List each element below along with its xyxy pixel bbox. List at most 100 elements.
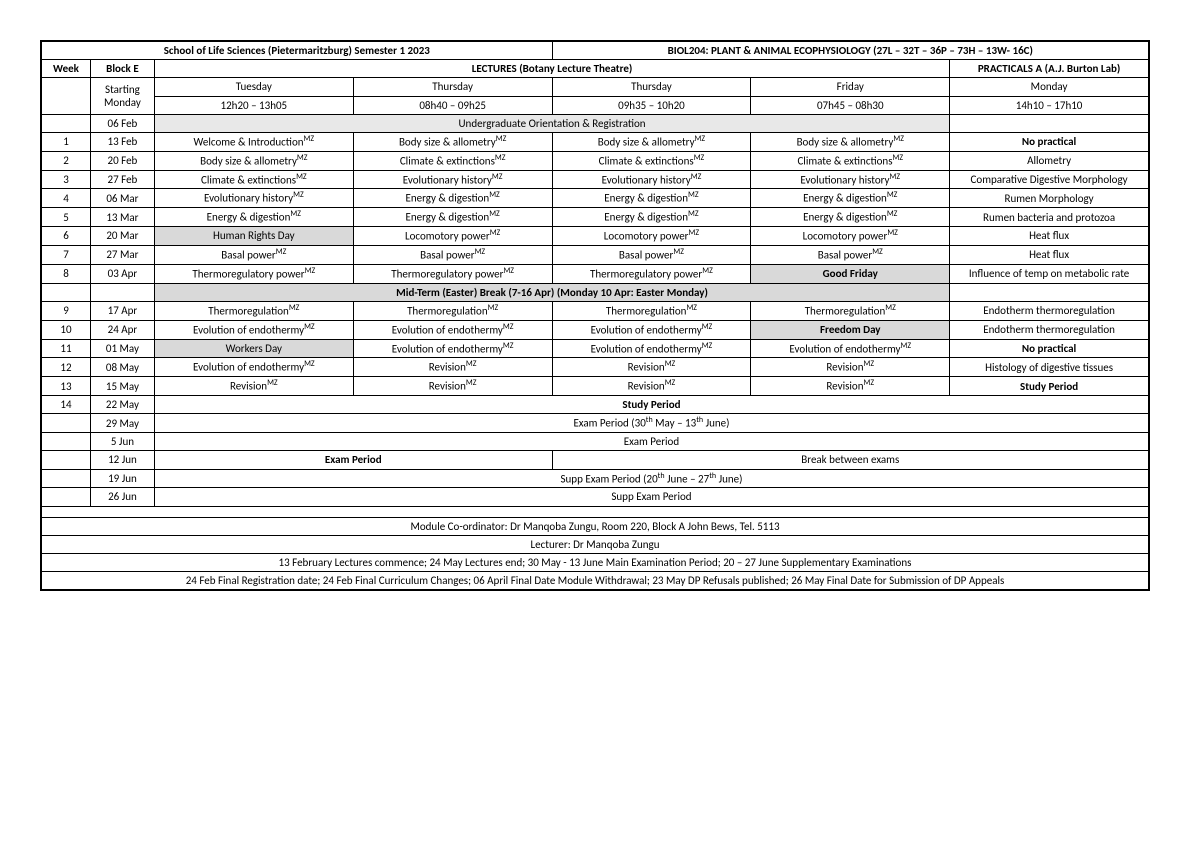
- day-thu2: Thursday: [552, 78, 751, 96]
- lecture-cell: Body size & allometryMZ: [154, 151, 353, 170]
- blank-week: [41, 78, 90, 114]
- practical-cell: Study Period: [950, 377, 1149, 396]
- lecture-cell: Evolution of endothermyMZ: [353, 339, 552, 358]
- break-between: Break between exams: [552, 451, 1149, 469]
- date-cell: 08 May: [90, 358, 154, 377]
- table-row: 220 FebBody size & allometryMZClimate & …: [41, 151, 1149, 170]
- lecture-cell: Basal powerMZ: [751, 246, 950, 265]
- practical-cell: Rumen Morphology: [950, 189, 1149, 208]
- practical-cell: Comparative Digestive Morphology: [950, 170, 1149, 189]
- lecture-cell: Body size & allometryMZ: [751, 132, 950, 151]
- lectures-label: LECTURES (Botany Lecture Theatre): [154, 60, 949, 78]
- footer-text: Module Co-ordinator: Dr Manqoba Zungu, R…: [41, 517, 1149, 535]
- week-num: 9: [41, 301, 90, 320]
- lecture-cell: ThermoregulationMZ: [552, 301, 751, 320]
- lecture-cell: Evolution of endothermyMZ: [154, 358, 353, 377]
- week-num: 7: [41, 246, 90, 265]
- lecture-cell: RevisionMZ: [751, 377, 950, 396]
- week-num: 2: [41, 151, 90, 170]
- date-cell: 5 Jun: [90, 433, 154, 451]
- date-cell: 20 Feb: [90, 151, 154, 170]
- table-row: 803 AprThermoregulatory powerMZThermoreg…: [41, 264, 1149, 283]
- day-thu1: Thursday: [353, 78, 552, 96]
- lecture-cell: Locomotory powerMZ: [552, 227, 751, 246]
- lecture-cell: RevisionMZ: [353, 358, 552, 377]
- date-cell: 15 May: [90, 377, 154, 396]
- week-num: 10: [41, 320, 90, 339]
- table-row: 513 MarEnergy & digestionMZEnergy & dige…: [41, 208, 1149, 227]
- day-fri: Friday: [751, 78, 950, 96]
- practical-cell: Allometry: [950, 151, 1149, 170]
- row-12jun: 12 Jun Exam Period Break between exams: [41, 451, 1149, 469]
- timetable: School of Life Sciences (Pietermaritzbur…: [40, 40, 1150, 591]
- lecture-cell: Evolution of endothermyMZ: [154, 320, 353, 339]
- lecture-cell: Evolution of endothermyMZ: [552, 320, 751, 339]
- break-span: Mid-Term (Easter) Break (7-16 Apr) (Mond…: [154, 283, 949, 301]
- practical-cell: Influence of temp on metabolic rate: [950, 264, 1149, 283]
- time-tue: 12h20 – 13h05: [154, 96, 353, 114]
- practicals-label: PRACTICALS A (A.J. Burton Lab): [950, 60, 1149, 78]
- table-row: 1101 MayWorkers DayEvolution of endother…: [41, 339, 1149, 358]
- lecture-cell: RevisionMZ: [552, 358, 751, 377]
- date-cell: 22 May: [90, 396, 154, 414]
- date-cell: 06 Mar: [90, 189, 154, 208]
- week-num: 3: [41, 170, 90, 189]
- lecture-cell: ThermoregulationMZ: [751, 301, 950, 320]
- lecture-cell: Freedom Day: [751, 320, 950, 339]
- date-cell: 03 Apr: [90, 264, 154, 283]
- lecture-cell: Evolution of endothermyMZ: [552, 339, 751, 358]
- practical-cell: Heat flux: [950, 227, 1149, 246]
- date-cell: 19 Jun: [90, 469, 154, 488]
- day-mon: Monday: [950, 78, 1149, 96]
- date-cell: 06 Feb: [90, 114, 154, 132]
- practical-cell: Endotherm thermoregulation: [950, 301, 1149, 320]
- lecture-cell: Locomotory powerMZ: [353, 227, 552, 246]
- lecture-cell: Evolutionary historyMZ: [353, 170, 552, 189]
- footer-text: 24 Feb Final Registration date; 24 Feb F…: [41, 572, 1149, 591]
- week-num: 12: [41, 358, 90, 377]
- practical-cell: No practical: [950, 132, 1149, 151]
- practical-cell: Rumen bacteria and protozoa: [950, 208, 1149, 227]
- table-row: 113 FebWelcome & IntroductionMZBody size…: [41, 132, 1149, 151]
- table-row: 327 FebClimate & extinctionsMZEvolutiona…: [41, 170, 1149, 189]
- date-cell: 17 Apr: [90, 301, 154, 320]
- lecture-cell: Welcome & IntroductionMZ: [154, 132, 353, 151]
- table-row: 917 AprThermoregulationMZThermoregulatio…: [41, 301, 1149, 320]
- lecture-cell: Energy & digestionMZ: [552, 189, 751, 208]
- week-num: 8: [41, 264, 90, 283]
- lecture-cell: RevisionMZ: [154, 377, 353, 396]
- lecture-cell: Evolution of endothermyMZ: [353, 320, 552, 339]
- row-19jun: 19 Jun Supp Exam Period (20th June – 27t…: [41, 469, 1149, 488]
- date-cell: 27 Mar: [90, 246, 154, 265]
- practical-cell: Histology of digestive tissues: [950, 358, 1149, 377]
- exam-span: Exam Period: [154, 433, 1149, 451]
- week-num: 13: [41, 377, 90, 396]
- exam-period-left: Exam Period: [154, 451, 552, 469]
- footer-coord: Module Co-ordinator: Dr Manqoba Zungu, R…: [41, 517, 1149, 535]
- table-row: 1208 MayEvolution of endothermyMZRevisio…: [41, 358, 1149, 377]
- date-cell: 13 Feb: [90, 132, 154, 151]
- footer-text: Lecturer: Dr Manqoba Zungu: [41, 535, 1149, 553]
- starting-label: Starting Monday: [90, 78, 154, 114]
- lecture-cell: ThermoregulationMZ: [154, 301, 353, 320]
- lecture-cell: Locomotory powerMZ: [751, 227, 950, 246]
- week-label: Week: [41, 60, 90, 78]
- lecture-cell: Evolutionary historyMZ: [751, 170, 950, 189]
- exam-span: Exam Period (30th May – 13th June): [154, 414, 1149, 433]
- lecture-cell: RevisionMZ: [751, 358, 950, 377]
- supp-exam-span: Supp Exam Period: [154, 488, 1149, 506]
- table-row: 1024 AprEvolution of endothermyMZEvoluti…: [41, 320, 1149, 339]
- time-mon: 14h10 – 17h10: [950, 96, 1149, 114]
- lecture-cell: Climate & extinctionsMZ: [751, 151, 950, 170]
- footer-line1: 13 February Lectures commence; 24 May Le…: [41, 553, 1149, 571]
- lecture-cell: Climate & extinctionsMZ: [154, 170, 353, 189]
- lecture-cell: Energy & digestionMZ: [552, 208, 751, 227]
- week-num: 14: [41, 396, 90, 414]
- lecture-cell: Climate & extinctionsMZ: [353, 151, 552, 170]
- lecture-cell: Basal powerMZ: [353, 246, 552, 265]
- row-orientation: 06 Feb Undergraduate Orientation & Regis…: [41, 114, 1149, 132]
- table-row: 1315 MayRevisionMZRevisionMZRevisionMZRe…: [41, 377, 1149, 396]
- school-header: School of Life Sciences (Pietermaritzbur…: [41, 41, 552, 60]
- lecture-cell: RevisionMZ: [552, 377, 751, 396]
- supp-exam-span: Supp Exam Period (20th June – 27th June): [154, 469, 1149, 488]
